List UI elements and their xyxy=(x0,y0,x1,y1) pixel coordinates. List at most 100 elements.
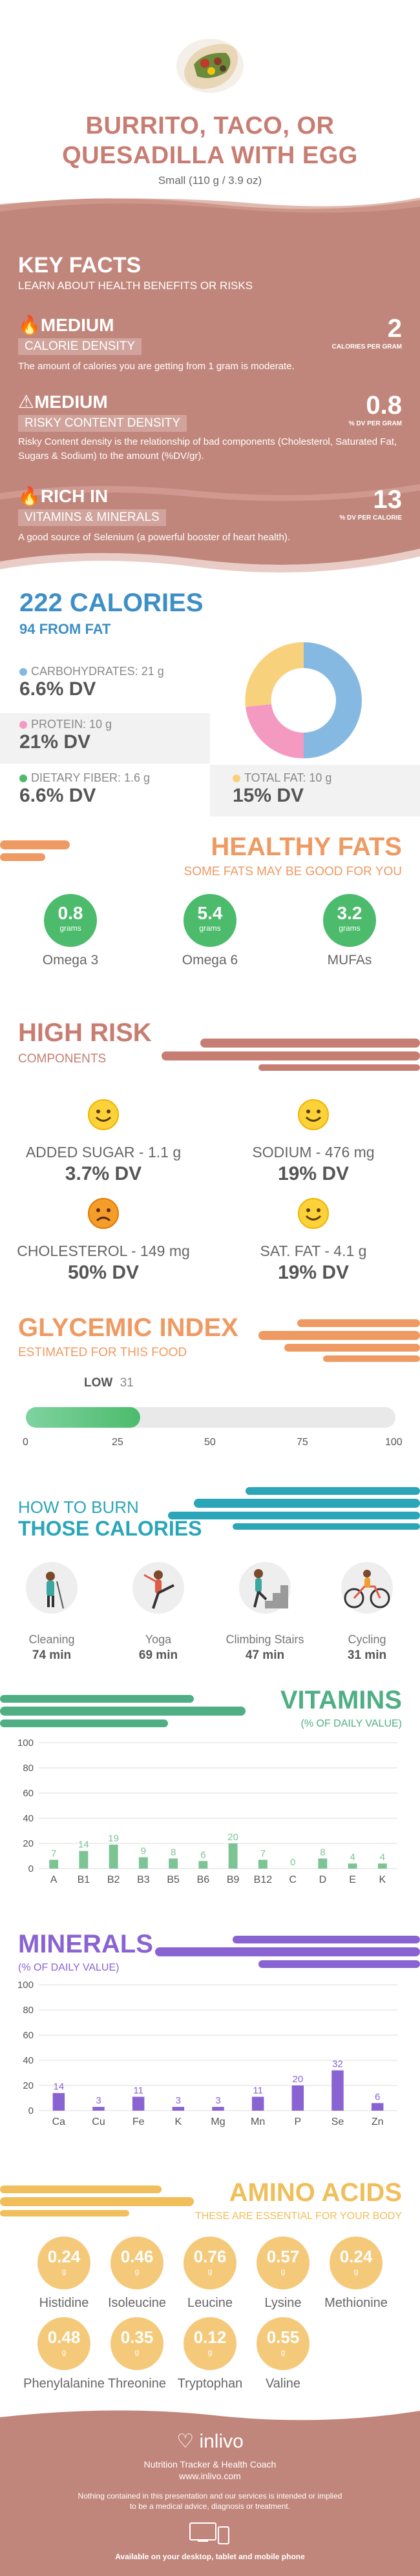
minerals-subtitle: (% OF DAILY VALUE) xyxy=(18,1962,120,1973)
bar-value-label: 14 xyxy=(53,2082,64,2093)
key-fact-text: Risky Content density is the relationshi… xyxy=(18,436,397,461)
macro-label: PROTEIN: 10 g xyxy=(31,718,112,731)
amino-circle: 0.35 g xyxy=(110,2317,163,2370)
risk-name: SODIUM - 476 mg xyxy=(252,1144,375,1161)
omega3-circle: 0.8 grams xyxy=(44,894,97,947)
x-tick-label: B1 xyxy=(78,1874,90,1885)
amino-value: 0.57 xyxy=(266,2247,300,2266)
amino-subtitle: THESE ARE ESSENTIAL FOR YOUR BODY xyxy=(194,2211,402,2222)
x-tick-label: K xyxy=(379,1874,386,1885)
donut-slice-protein xyxy=(246,704,304,759)
mufas-circle: 3.2 grams xyxy=(323,894,376,947)
bar-value-label: 3 xyxy=(176,2095,181,2106)
x-tick-label: B2 xyxy=(107,1874,120,1885)
x-tick-label: B3 xyxy=(137,1874,150,1885)
happy-face-icon xyxy=(297,1197,330,1233)
dot-icon xyxy=(19,668,27,676)
dot-icon xyxy=(233,775,240,783)
fat-value: 3.2 xyxy=(337,903,362,923)
bar-value-label: 14 xyxy=(78,1840,89,1851)
bar xyxy=(377,1863,387,1869)
vitamins-bar-chart: 0 20 40 60 80 100 7 A 14 B1 19 B2 9 B3 8 B5 6 B6 20 B9 7 B12 0… xyxy=(17,1738,397,1885)
x-tick-label: K xyxy=(174,2116,182,2127)
calories-title: 222 CALORIES xyxy=(19,589,204,617)
risk-dv: 19% DV xyxy=(277,1163,350,1184)
bar-value-label: 11 xyxy=(253,2085,263,2096)
y-tick-label: 60 xyxy=(23,2030,34,2041)
bar-value-label: 7 xyxy=(260,1848,266,1859)
omega6-circle: 5.4 grams xyxy=(184,894,236,947)
burn-min: 31 min xyxy=(347,1648,387,1662)
burn-name: Yoga xyxy=(145,1633,172,1646)
burn-title-line1: HOW TO BURN xyxy=(18,1497,139,1517)
key-fact-vitamins: 🔥RICH IN xyxy=(18,485,108,507)
macro-label: CARBOHYDRATES: 21 g xyxy=(31,665,164,678)
cleaning-icon xyxy=(26,1562,78,1614)
x-tick-label: B9 xyxy=(227,1874,240,1885)
vitamins-subtitle: (% OF DAILY VALUE) xyxy=(300,1718,402,1729)
amino-circle: 0.24 g xyxy=(330,2236,383,2289)
y-tick-label: 40 xyxy=(23,2055,34,2066)
fat-value: 0.8 xyxy=(58,903,83,923)
key-facts-background xyxy=(0,198,420,502)
key-fact-label: VITAMINS & MINERALS xyxy=(18,509,166,526)
y-tick-label: 0 xyxy=(28,1863,34,1874)
amino-unit: g xyxy=(207,2348,213,2357)
risk-dv: 19% DV xyxy=(277,1262,350,1283)
bar xyxy=(92,2107,105,2111)
bar-value-label: 0 xyxy=(290,1857,295,1868)
macro-total-fat: TOTAL FAT: 10 g 15% DV xyxy=(233,771,331,807)
amino-unit: g xyxy=(207,2267,213,2276)
burn-name: Cycling xyxy=(348,1633,386,1646)
gi-tick: 0 xyxy=(23,1437,28,1448)
amino-value: 0.35 xyxy=(120,2328,154,2347)
macro-fat-bg xyxy=(210,765,420,816)
minerals-brush-decoration xyxy=(155,1936,420,1968)
bar-value-label: 9 xyxy=(141,1845,146,1856)
minerals-bar-chart: 0 20 40 60 80 100 14 Ca 3 Cu 11 Fe 3 K 3 Mg 11 Mn 20 P 32 Se 6… xyxy=(17,1980,397,2127)
key-fact-calorie-density: 🔥MEDIUM xyxy=(18,314,114,336)
bar-value-label: 6 xyxy=(375,2091,380,2102)
heart-logo-icon: ♡ xyxy=(176,2431,194,2452)
sad-face-icon xyxy=(87,1197,120,1233)
bar-value-label: 11 xyxy=(133,2085,143,2096)
bar-value-label: 3 xyxy=(215,2095,220,2106)
y-tick-label: 20 xyxy=(23,1838,34,1849)
amino-unit: g xyxy=(280,2267,286,2276)
footer-disclaimer-1: Nothing contained in this presentation a… xyxy=(78,2491,342,2500)
x-tick-label: D xyxy=(319,1874,327,1885)
amino-title: AMINO ACIDS xyxy=(229,2178,402,2207)
bar xyxy=(198,1861,208,1869)
page-title: BURRITO, TACO, OR QUESADILLA WITH EGG xyxy=(62,112,358,169)
gi-tick: 50 xyxy=(204,1437,216,1448)
bar xyxy=(251,2096,264,2111)
amino-circle: 0.55 g xyxy=(257,2317,310,2370)
fat-name: MUFAs xyxy=(327,953,372,968)
key-facts-title: KEY FACTS xyxy=(18,253,142,278)
x-tick-label: Mg xyxy=(211,2116,225,2127)
fat-name: Omega 3 xyxy=(42,953,99,968)
y-tick-label: 0 xyxy=(28,2105,34,2116)
healthy-fats-title: HEALTHY FATS xyxy=(211,833,402,861)
amino-unit: g xyxy=(61,2267,67,2276)
yoga-icon xyxy=(132,1562,184,1614)
amino-name: Methionine xyxy=(324,2296,388,2310)
bar xyxy=(79,1851,89,1869)
glycemic-title: GLYCEMIC INDEX xyxy=(18,1313,238,1342)
bar-value-label: 20 xyxy=(227,1832,238,1843)
footer-url[interactable]: www.inlivo.com xyxy=(179,2471,241,2481)
flame-icon: 🔥 xyxy=(18,486,41,506)
bar-value-label: 8 xyxy=(171,1847,176,1858)
amino-circle: 0.46 g xyxy=(110,2236,163,2289)
serving-size: Small (110 g / 3.9 oz) xyxy=(158,174,262,187)
amino-value: 0.24 xyxy=(339,2247,373,2266)
macro-donut-chart xyxy=(245,642,362,759)
glycemic-fill xyxy=(26,1407,141,1428)
y-tick-label: 80 xyxy=(23,2005,34,2016)
amino-brush-decoration xyxy=(0,2186,194,2216)
key-fact-level: MEDIUM xyxy=(40,315,114,335)
amino-circle: 0.48 g xyxy=(37,2317,90,2370)
risk-name: ADDED SUGAR - 1.1 g xyxy=(25,1144,182,1161)
gi-tick: 25 xyxy=(112,1437,123,1448)
donut-slice-carbs xyxy=(304,642,362,758)
